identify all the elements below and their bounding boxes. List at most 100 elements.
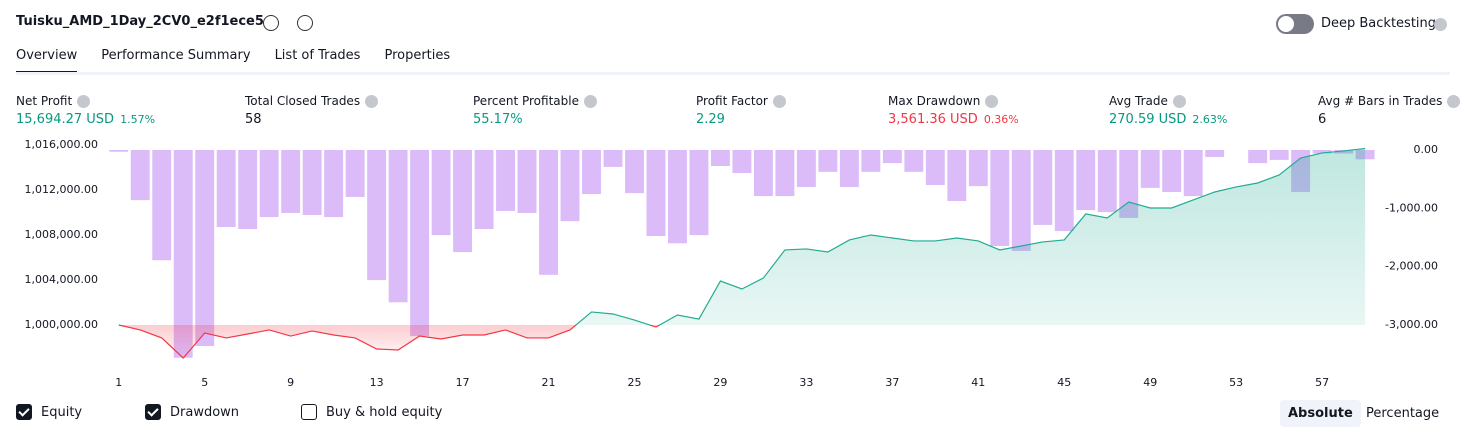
drawdown-bar (195, 149, 215, 346)
metric-value-text: 2.29 (696, 112, 725, 127)
x-tick-label: 49 (1143, 376, 1157, 389)
checkbox[interactable] (145, 404, 161, 420)
y-tick-label: 1,012,000.00 (25, 183, 98, 196)
legend-label: Drawdown (170, 404, 240, 420)
metric-percent: 1.57% (120, 113, 156, 126)
drawdown-bar (345, 149, 365, 197)
drawdown-bar (1076, 149, 1096, 211)
alert-icon[interactable] (297, 15, 313, 31)
info-icon[interactable] (77, 94, 91, 108)
drawdown-bar (990, 149, 1010, 246)
info-icon[interactable] (1172, 94, 1186, 108)
metric-value: 2.29 (696, 112, 786, 127)
y-tick-label: 1,008,000.00 (25, 228, 98, 241)
drawdown-bar (1162, 149, 1182, 192)
mode-button[interactable]: Percentage (1366, 406, 1440, 421)
metric: Profit Factor 2.29 (696, 94, 786, 127)
metric-value: 55.17% (473, 112, 597, 127)
x-tick-label: 25 (627, 376, 641, 389)
info-icon[interactable] (1434, 18, 1447, 31)
metric-label: Net Profit (16, 94, 155, 108)
checkbox[interactable] (16, 404, 32, 420)
legend-item[interactable]: Buy & hold equity (301, 404, 442, 420)
metric-label: Avg # Bars in Trades (1318, 94, 1461, 108)
drawdown-bar (1097, 149, 1117, 213)
metric: Avg # Bars in Trades 6 (1318, 94, 1461, 127)
drawdown-bar (839, 149, 859, 188)
tab-divider (16, 72, 1450, 75)
x-tick-label: 53 (1229, 376, 1243, 389)
metric-value-text: 55.17% (473, 112, 523, 127)
drawdown-bar (689, 149, 709, 236)
metric-label: Max Drawdown (888, 94, 1019, 108)
drawdown-bar (130, 149, 150, 201)
drawdown-bar (603, 149, 623, 167)
drawdown-bar (1248, 149, 1268, 164)
tab[interactable]: Performance Summary (101, 48, 251, 63)
metric-value: 6 (1318, 112, 1460, 127)
drawdown-bar (1205, 149, 1225, 157)
drawdown-bar (968, 149, 988, 187)
drawdown-bar (1054, 149, 1074, 232)
drawdown-bar (861, 149, 881, 172)
metric-label-text: Avg Trade (1109, 94, 1168, 108)
x-tick-label: 9 (287, 376, 294, 389)
info-icon[interactable] (772, 94, 786, 108)
drawdown-bar (1140, 149, 1160, 188)
deep-backtesting-toggle[interactable] (1276, 14, 1314, 34)
settings-icon[interactable] (263, 15, 279, 31)
x-tick-label: 13 (370, 376, 384, 389)
legend-item[interactable]: Equity (16, 404, 82, 420)
chart: 1,000,000.00 1,004,000.00 1,008,000.00 1,01… (25, 138, 1438, 389)
legend-label: Buy & hold equity (326, 404, 443, 420)
drawdown-bar (431, 149, 451, 236)
drawdown-bar (474, 149, 494, 230)
metric: Total Closed Trades 58 (245, 94, 379, 127)
y2-tick-label: -1,000.00 (1385, 201, 1438, 214)
info-icon[interactable] (583, 94, 597, 108)
drawdown-bar (453, 149, 473, 253)
drawdown-bar (259, 149, 279, 218)
drawdown-bar (1033, 149, 1053, 225)
deep-backtesting-label: Deep Backtesting (1321, 16, 1437, 31)
metric: Avg Trade 270.59 USD 2.63% (1109, 94, 1227, 127)
legend-item[interactable]: Drawdown (145, 404, 239, 420)
metric-value: 3,561.36 USD 0.36% (888, 112, 1019, 127)
mode-button[interactable]: Absolute (1280, 400, 1361, 427)
metric-value: 15,694.27 USD 1.57% (16, 112, 155, 127)
metric-label-text: Total Closed Trades (245, 94, 361, 108)
drawdown-bar (753, 149, 773, 197)
drawdown-bar (1312, 149, 1332, 154)
drawdown-bar (302, 149, 322, 216)
drawdown-bar (238, 149, 258, 230)
drawdown-bar (216, 149, 236, 227)
x-tick-label: 45 (1057, 376, 1071, 389)
equity-line (118, 147, 1366, 359)
x-tick-label: 29 (713, 376, 727, 389)
drawdown-bar (625, 149, 644, 194)
tab[interactable]: List of Trades (274, 48, 361, 63)
drawdown-bar (517, 149, 537, 213)
drawdown-bar (775, 149, 795, 197)
metric-label-text: Profit Factor (696, 94, 768, 108)
metric-value-text: 58 (245, 112, 262, 127)
drawdown-bar (1119, 149, 1139, 218)
metric-value: 270.59 USD 2.63% (1109, 112, 1227, 127)
checkbox[interactable] (301, 404, 317, 420)
drawdown-bar (560, 149, 580, 222)
metric-label: Avg Trade (1109, 94, 1227, 108)
drawdown-bar (882, 149, 902, 164)
info-icon[interactable] (1447, 94, 1461, 108)
tab[interactable]: Properties (384, 48, 451, 63)
info-icon[interactable] (365, 94, 379, 108)
legend-label: Equity (41, 404, 83, 420)
metric-percent: 2.63% (1192, 113, 1228, 126)
drawdown-bar (1183, 149, 1203, 197)
y-tick-label: 1,000,000.00 (25, 318, 98, 331)
drawdown-bar (367, 149, 387, 281)
metric: Max Drawdown 3,561.36 USD 0.36% (888, 94, 1019, 127)
drawdown-bar (904, 149, 924, 172)
metric-label-text: Net Profit (16, 94, 73, 108)
info-icon[interactable] (985, 94, 999, 108)
metric-label-text: Avg # Bars in Trades (1318, 94, 1443, 108)
